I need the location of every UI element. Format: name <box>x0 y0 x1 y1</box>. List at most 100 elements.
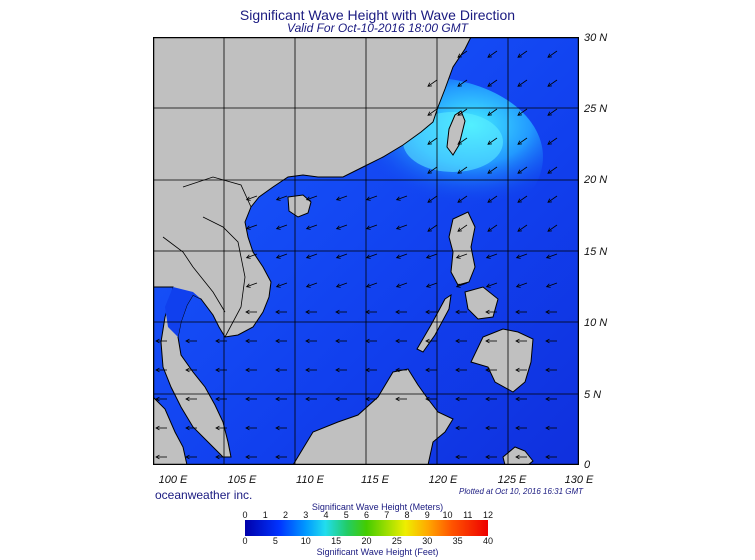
wave-arrow-head <box>155 425 160 431</box>
wave-arrow-head <box>185 338 190 344</box>
wave-arrow-head <box>335 254 341 259</box>
wave-arrow-head <box>545 396 550 402</box>
colorbar-meter-tick: 10 <box>442 510 453 520</box>
wave-arrow-head <box>425 254 431 259</box>
wave-arrow-head <box>365 196 371 201</box>
colorbar-title-meters: Significant Wave Height (Meters) <box>311 502 444 512</box>
colorbar-title-feet: Significant Wave Height (Feet) <box>316 547 439 557</box>
wave-arrow-head <box>515 425 520 431</box>
wave-arrow <box>426 253 438 259</box>
wave-arrow-head <box>215 367 220 373</box>
wave-arrow-head <box>395 225 401 230</box>
wave-arrow <box>366 195 378 201</box>
wave-arrow <box>547 50 558 58</box>
wave-arrow-head <box>485 454 490 460</box>
wave-arrow-head <box>517 140 523 145</box>
colorbar-meter-tick: 1 <box>262 510 268 520</box>
wave-arrow-head <box>485 283 491 288</box>
wave-arrow-head <box>517 53 523 58</box>
wave-arrow <box>517 79 528 87</box>
wave-arrow-head <box>485 338 490 344</box>
wave-arrow <box>517 166 528 174</box>
wave-arrow <box>276 253 288 259</box>
wave-arrow <box>276 282 288 288</box>
wave-arrow-head <box>487 198 493 203</box>
wave-arrow <box>546 282 558 288</box>
wave-arrow-head <box>395 309 400 315</box>
land-mainland <box>153 37 472 458</box>
wave-arrow <box>547 224 558 232</box>
land-luzon <box>448 211 476 286</box>
wave-arrow-head <box>365 254 371 259</box>
lon-label: 110 E <box>296 474 324 486</box>
wave-arrow <box>517 108 528 116</box>
wave-arrow-head <box>457 82 463 87</box>
colorbar-meter-tick: 0 <box>242 510 248 520</box>
wave-arrow-head <box>335 196 341 201</box>
wave-arrow-head <box>457 227 463 232</box>
land-hainan <box>287 194 312 218</box>
wave-arrow <box>457 50 468 58</box>
wave-arrow-head <box>545 425 550 431</box>
wave-arrow-head <box>305 254 311 259</box>
lat-label: 5 N <box>584 389 602 401</box>
wave-arrow-head <box>275 338 280 344</box>
wave-arrow-head <box>275 367 280 373</box>
colorbar-meter-tick: 11 <box>463 510 473 520</box>
wave-arrow <box>487 137 498 145</box>
lon-label: 130 E <box>564 474 594 486</box>
map-subtitle: Valid For Oct-10-2016 18:00 GMT <box>287 21 468 35</box>
wave-arrow-head <box>455 254 461 259</box>
wave-arrow-head <box>215 425 220 431</box>
wave-arrow <box>456 253 468 259</box>
wave-arrow-head <box>245 283 251 288</box>
wave-arrow <box>517 224 528 232</box>
wave-arrow-head <box>395 396 400 402</box>
wave-arrow <box>486 282 498 288</box>
wave-arrow <box>547 79 558 87</box>
wave-arrow-head <box>487 53 493 58</box>
wave-arrow-head <box>245 254 251 259</box>
wave-arrow <box>487 50 498 58</box>
wave-arrow <box>336 224 348 230</box>
wave-arrow-head <box>395 196 401 201</box>
wave-arrow-head <box>215 454 220 460</box>
wave-arrow <box>516 253 528 259</box>
wave-arrow-head <box>335 338 340 344</box>
wave-arrow-head <box>517 169 523 174</box>
wave-arrow-head <box>275 196 281 201</box>
wave-arrow-head <box>155 396 160 402</box>
wave-arrow <box>396 195 408 201</box>
wave-arrow-head <box>395 367 400 373</box>
wave-arrow <box>306 195 318 201</box>
wave-arrow-head <box>545 309 550 315</box>
wave-arrow-head <box>485 309 490 315</box>
wave-arrow-head <box>365 283 371 288</box>
wave-arrow <box>396 224 408 230</box>
wave-arrow-head <box>365 396 370 402</box>
wave-arrow-head <box>545 254 551 259</box>
wave-arrow <box>396 253 408 259</box>
colorbar-feet-tick: 0 <box>242 536 248 546</box>
wave-arrow <box>457 195 468 203</box>
wave-arrow-head <box>485 367 490 373</box>
lon-label: 115 E <box>361 474 389 486</box>
wave-arrow-head <box>427 227 433 232</box>
wave-arrow-head <box>305 196 311 201</box>
wave-arrow-head <box>547 227 553 232</box>
wave-arrow <box>487 195 498 203</box>
colorbar-feet-tick: 20 <box>361 536 372 546</box>
wave-arrow <box>396 282 408 288</box>
wave-arrow-head <box>275 425 280 431</box>
wave-arrow <box>547 166 558 174</box>
wave-arrow-head <box>457 53 463 58</box>
wave-arrow-head <box>515 254 521 259</box>
wave-arrow <box>336 282 348 288</box>
wave-arrow-head <box>275 254 281 259</box>
wave-arrow-head <box>245 309 250 315</box>
wave-arrow-head <box>425 283 431 288</box>
wave-arrow-head <box>545 338 550 344</box>
wave-arrow <box>547 137 558 145</box>
wave-arrow <box>517 195 528 203</box>
wave-arrow-head <box>545 367 550 373</box>
